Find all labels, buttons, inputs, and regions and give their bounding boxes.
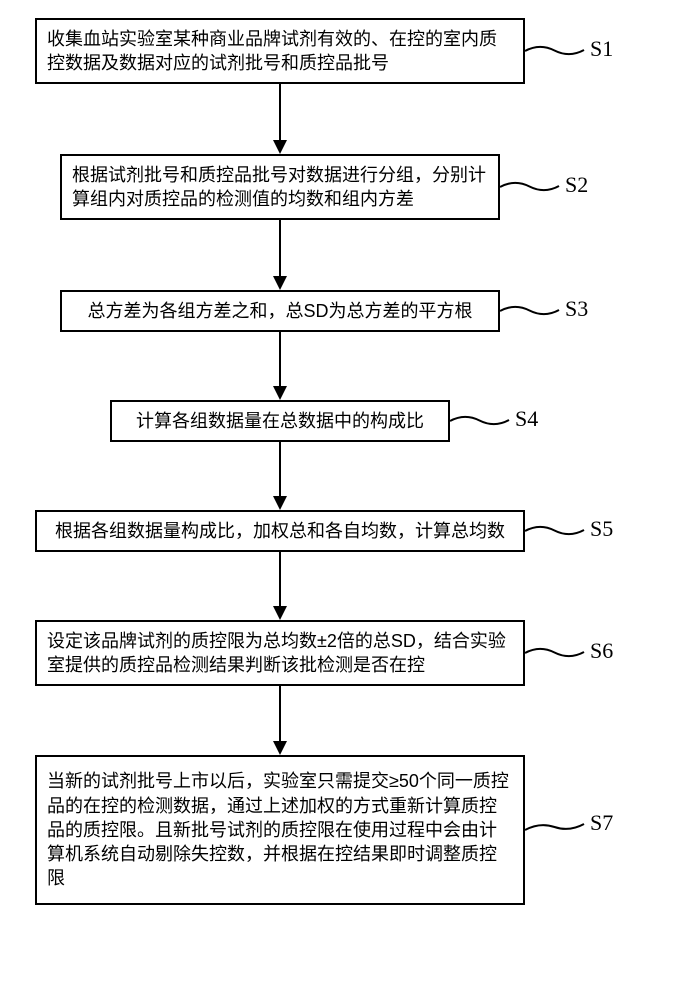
step-text-s2: 根据试剂批号和质控品批号对数据进行分组，分别计算组内对质控品的检测值的均数和组内… xyxy=(72,163,488,212)
arrow-s6-s7 xyxy=(266,686,294,755)
step-text-s3: 总方差为各组方差之和，总SD为总方差的平方根 xyxy=(87,299,472,323)
step-box-s1: 收集血站实验室某种商业品牌试剂有效的、在控的室内质控数据及数据对应的试剂批号和质… xyxy=(35,18,525,84)
arrow-s5-s6 xyxy=(266,552,294,620)
step-text-s4: 计算各组数据量在总数据中的构成比 xyxy=(136,409,424,433)
step-label-s7: S7 xyxy=(590,810,613,836)
step-box-s2: 根据试剂批号和质控品批号对数据进行分组，分别计算组内对质控品的检测值的均数和组内… xyxy=(60,154,500,220)
step-label-s4: S4 xyxy=(515,406,538,432)
lead-curve-s2 xyxy=(498,176,561,197)
arrow-s3-s4 xyxy=(266,332,294,400)
step-label-s3: S3 xyxy=(565,296,588,322)
step-box-s7: 当新的试剂批号上市以后，实验室只需提交≥50个同一质控品的在控的检测数据，通过上… xyxy=(35,755,525,905)
step-text-s1: 收集血站实验室某种商业品牌试剂有效的、在控的室内质控数据及数据对应的试剂批号和质… xyxy=(47,27,513,76)
step-text-s5: 根据各组数据量构成比，加权总和各自均数，计算总均数 xyxy=(55,519,505,543)
step-label-s2: S2 xyxy=(565,172,588,198)
step-box-s5: 根据各组数据量构成比，加权总和各自均数，计算总均数 xyxy=(35,510,525,552)
step-box-s4: 计算各组数据量在总数据中的构成比 xyxy=(110,400,450,442)
arrow-s2-s3 xyxy=(266,220,294,290)
step-label-s5: S5 xyxy=(590,516,613,542)
step-label-s6: S6 xyxy=(590,638,613,664)
step-box-s6: 设定该品牌试剂的质控限为总均数±2倍的总SD，结合实验室提供的质控品检测结果判断… xyxy=(35,620,525,686)
arrow-s4-s5 xyxy=(266,442,294,510)
step-text-s6: 设定该品牌试剂的质控限为总均数±2倍的总SD，结合实验室提供的质控品检测结果判断… xyxy=(47,629,513,678)
lead-curve-s1 xyxy=(523,40,586,61)
step-box-s3: 总方差为各组方差之和，总SD为总方差的平方根 xyxy=(60,290,500,332)
flowchart-canvas: 收集血站实验室某种商业品牌试剂有效的、在控的室内质控数据及数据对应的试剂批号和质… xyxy=(0,0,675,1000)
lead-curve-s7 xyxy=(523,814,586,840)
lead-curve-s3 xyxy=(498,300,561,321)
step-text-s7: 当新的试剂批号上市以后，实验室只需提交≥50个同一质控品的在控的检测数据，通过上… xyxy=(47,769,513,890)
lead-curve-s6 xyxy=(523,642,586,663)
arrow-s1-s2 xyxy=(266,84,294,154)
lead-curve-s4 xyxy=(448,410,511,431)
step-label-s1: S1 xyxy=(590,36,613,62)
lead-curve-s5 xyxy=(523,520,586,541)
